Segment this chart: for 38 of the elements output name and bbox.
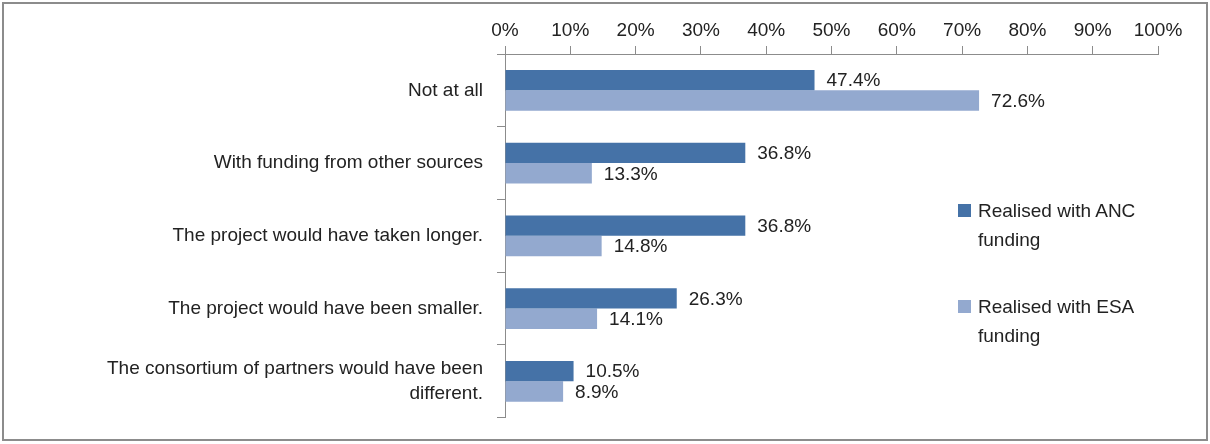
x-tick-label: 0% <box>491 18 519 40</box>
y-tick-label: The project would have taken longer. <box>172 224 483 246</box>
data-label: 36.8% <box>757 214 812 236</box>
bar <box>505 288 677 309</box>
data-label: 26.3% <box>688 287 743 309</box>
data-label: 72.6% <box>991 89 1046 111</box>
bar <box>505 142 746 164</box>
data-label: 36.8% <box>757 142 812 164</box>
data-label: 10.5% <box>585 360 640 382</box>
y-tick-label: With funding from other sources <box>213 151 483 173</box>
bar <box>505 381 564 402</box>
x-tick-label: 70% <box>943 18 982 40</box>
x-tick-label: 50% <box>812 18 851 40</box>
x-tick-label: 20% <box>616 18 655 40</box>
x-tick-label: 10% <box>551 18 590 40</box>
y-tick-label: The consortium of partners would have been different. <box>107 357 483 403</box>
x-tick-label: 60% <box>877 18 916 40</box>
data-label: 8.9% <box>575 380 619 402</box>
x-tick-label: 30% <box>681 18 721 40</box>
bar <box>505 215 746 236</box>
legend-label: Realised with ESA funding <box>978 295 1135 348</box>
bar <box>505 163 592 184</box>
y-tick-label: Not at all <box>408 78 483 100</box>
x-tick-label: 100% <box>1133 18 1183 40</box>
bar <box>505 235 602 257</box>
data-label: 14.8% <box>613 235 668 257</box>
bar <box>505 90 980 111</box>
bar <box>505 308 598 329</box>
y-tick-label: The project would have been smaller. <box>168 296 483 318</box>
data-label: 47.4% <box>826 69 881 91</box>
x-tick-label: 40% <box>747 18 786 40</box>
data-label: 14.1% <box>609 307 664 329</box>
x-tick-label: 90% <box>1073 18 1112 40</box>
bar <box>505 360 574 382</box>
data-label: 13.3% <box>603 162 658 184</box>
legend-label: Realised with ANC funding <box>978 199 1137 252</box>
x-tick-label: 80% <box>1008 18 1047 40</box>
bar <box>505 70 815 91</box>
